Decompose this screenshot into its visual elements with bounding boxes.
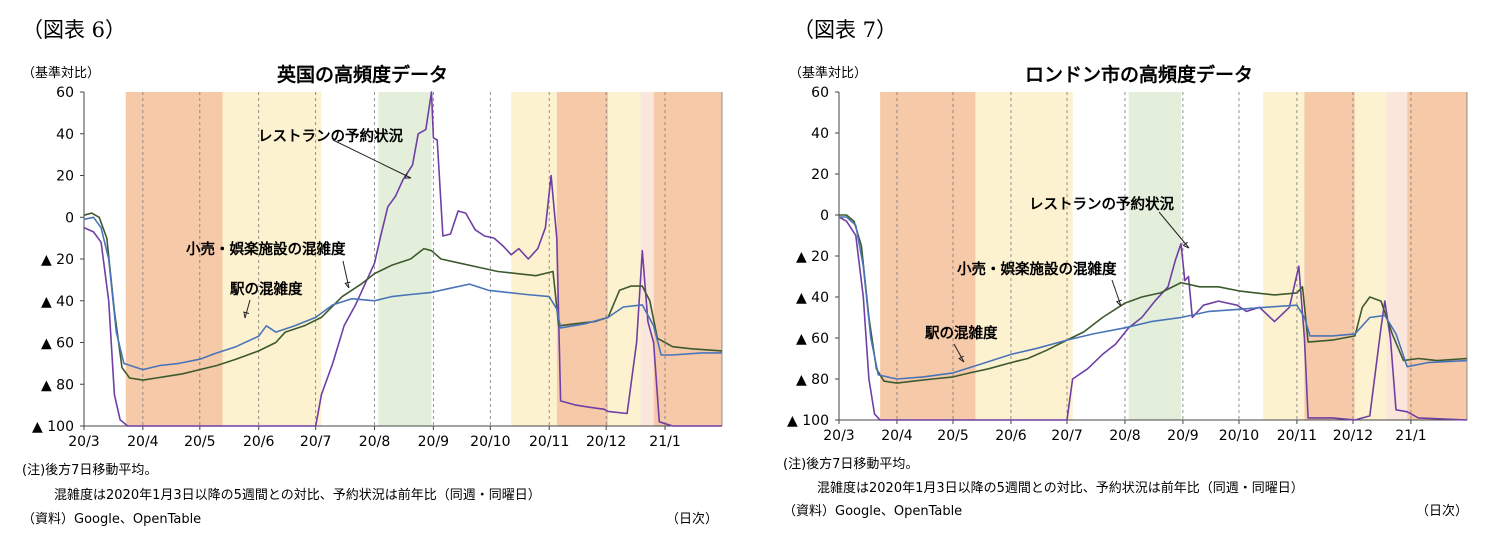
x-tick-label: 20/9 bbox=[418, 434, 449, 450]
annotation-arrowhead bbox=[958, 355, 965, 363]
shaded-period bbox=[1263, 92, 1305, 420]
annotation-arrow bbox=[1111, 279, 1122, 307]
note-line-1: (注)後方7日移動平均。 bbox=[783, 457, 919, 472]
series-annotation: レストランの予約状況 bbox=[258, 127, 403, 145]
y-tick-label: 20 bbox=[811, 167, 829, 183]
series-line bbox=[83, 216, 722, 371]
y-tick-label: 0 bbox=[820, 208, 829, 224]
x-tick-label: 20/11 bbox=[529, 434, 569, 450]
series-line bbox=[83, 212, 723, 381]
shaded-period bbox=[975, 92, 1073, 420]
x-tick-label: 20/6 bbox=[995, 428, 1027, 444]
shaded-period bbox=[1354, 92, 1387, 420]
y-tick-label: ▲ 60 bbox=[796, 331, 829, 347]
x-unit-label: （日次） bbox=[666, 512, 719, 527]
x-tick-label: 20/9 bbox=[1167, 428, 1198, 444]
x-tick-label: 20/7 bbox=[300, 434, 331, 450]
y-tick-label: ▲ 80 bbox=[41, 377, 74, 393]
y-tick-label: ▲ 20 bbox=[796, 249, 829, 265]
x-tick-label: 20/4 bbox=[881, 428, 913, 444]
y-tick-label: 60 bbox=[56, 85, 74, 101]
x-tick-label: 20/3 bbox=[823, 428, 854, 444]
shaded-period bbox=[125, 92, 223, 426]
shaded-period bbox=[1386, 92, 1408, 420]
x-tick-label: 20/8 bbox=[359, 434, 390, 450]
annotation-arrowhead bbox=[1182, 241, 1190, 249]
y-tick-label: 60 bbox=[811, 85, 829, 101]
x-tick-label: 20/10 bbox=[470, 434, 510, 450]
y-tick-label: ▲ 20 bbox=[41, 252, 74, 268]
shaded-period bbox=[511, 92, 557, 426]
shaded-period bbox=[1128, 92, 1182, 420]
y-unit-label: （基準対比） bbox=[789, 66, 868, 81]
figure-label: （図表 7） bbox=[793, 18, 898, 42]
x-tick-label: 20/12 bbox=[586, 434, 626, 450]
note-line-1: (注)後方7日移動平均。 bbox=[22, 463, 158, 478]
x-tick-label: 20/10 bbox=[1219, 428, 1259, 444]
figure-label: （図表 6） bbox=[22, 18, 127, 42]
series-line bbox=[838, 216, 1468, 421]
series-line bbox=[839, 216, 1468, 380]
chart-title: ロンドン市の高頻度データ bbox=[1025, 64, 1254, 86]
shaded-period bbox=[1407, 92, 1467, 420]
y-tick-label: 40 bbox=[56, 127, 74, 143]
y-unit-label: （基準対比） bbox=[22, 66, 101, 81]
x-tick-label: 21/1 bbox=[649, 434, 680, 450]
chart-panel-uk: （図表 6） （基準対比） 英国の高頻度データ 60 40 20 0 ▲ 20 ▲ 40 ▲… bbox=[22, 18, 723, 527]
x-tick-label: 20/8 bbox=[1109, 428, 1140, 444]
x-tick-label: 20/5 bbox=[937, 428, 968, 444]
x-tick-label: 20/5 bbox=[184, 434, 215, 450]
series-annotation: 小売・娯楽施設の混雑度 bbox=[186, 240, 346, 258]
series-line bbox=[83, 91, 722, 427]
annotation-arrowhead bbox=[344, 281, 351, 289]
y-tick-label: ▲ 60 bbox=[41, 336, 74, 352]
y-tick-label: ▲ 100 bbox=[32, 419, 74, 435]
series-annotation: レストランの予約状況 bbox=[1029, 195, 1174, 213]
shaded-period bbox=[880, 92, 976, 420]
chart-panel-london: （図表 7） （基準対比） ロンドン市の高頻度データ 60 40 20 0 ▲ 20 ▲ … bbox=[749, 0, 1498, 551]
x-tick-label: 20/11 bbox=[1277, 428, 1317, 444]
annotation-arrowhead bbox=[243, 311, 250, 319]
y-tick-label: ▲ 80 bbox=[796, 372, 829, 388]
series-line bbox=[839, 214, 1468, 384]
shaded-period bbox=[556, 92, 609, 426]
annotation-arrowhead bbox=[404, 173, 412, 179]
x-tick-label: 20/12 bbox=[1333, 428, 1373, 444]
x-tick-label: 20/3 bbox=[68, 434, 99, 450]
y-tick-label: ▲ 40 bbox=[796, 290, 829, 306]
chart-title: 英国の高頻度データ bbox=[277, 64, 449, 86]
shaded-period bbox=[222, 92, 322, 426]
shaded-period bbox=[378, 92, 432, 426]
annotation-arrow bbox=[953, 343, 965, 363]
y-tick-label: ▲ 40 bbox=[41, 294, 74, 310]
series-annotation: 駅の混雑度 bbox=[229, 280, 303, 298]
annotation-arrow bbox=[332, 139, 412, 179]
x-tick-label: 20/4 bbox=[127, 434, 159, 450]
y-tick-label: 20 bbox=[56, 169, 74, 185]
shaded-period bbox=[608, 92, 641, 426]
y-tick-label: 40 bbox=[811, 126, 829, 142]
source-note: （資料）Google、OpenTable bbox=[22, 512, 202, 527]
x-tick-label: 20/6 bbox=[243, 434, 275, 450]
series-annotation: 小売・娯楽施設の混雑度 bbox=[957, 260, 1117, 278]
shaded-period bbox=[640, 92, 654, 426]
note-line-2: 混雑度は2020年1月3日以降の5週間との対比、予約状況は前年比（同週・同曜日） bbox=[54, 488, 541, 503]
y-tick-label: ▲ 100 bbox=[787, 413, 829, 429]
annotation-arrow bbox=[244, 299, 251, 319]
source-note: （資料）Google、OpenTable bbox=[783, 504, 963, 519]
shaded-period bbox=[1304, 92, 1355, 420]
x-tick-label: 21/1 bbox=[1395, 428, 1426, 444]
annotation-arrow bbox=[1158, 211, 1190, 249]
annotation-arrow bbox=[342, 260, 350, 289]
annotation-arrowhead bbox=[1115, 299, 1122, 307]
x-tick-label: 20/7 bbox=[1051, 428, 1082, 444]
shaded-period bbox=[653, 92, 722, 426]
y-tick-label: 0 bbox=[65, 210, 74, 226]
x-unit-label: （日次） bbox=[1416, 504, 1469, 519]
series-annotation: 駅の混雑度 bbox=[924, 324, 998, 342]
note-line-2: 混雑度は2020年1月3日以降の5週間との対比、予約状況は前年比（同週・同曜日） bbox=[817, 481, 1304, 496]
